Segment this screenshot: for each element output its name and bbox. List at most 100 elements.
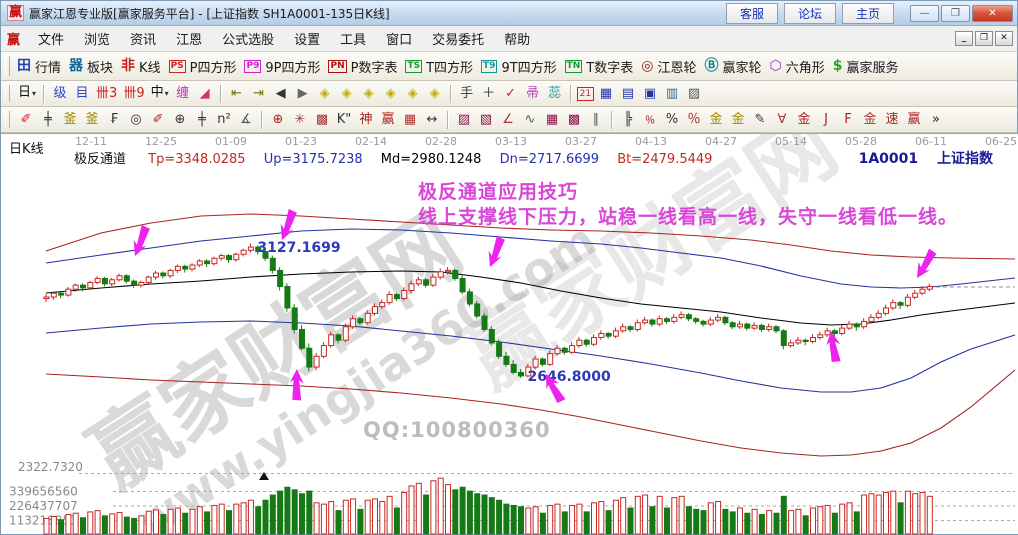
sectors[interactable]: 器板块 — [69, 57, 113, 76]
more-icon[interactable]: » — [932, 111, 940, 127]
menu-item-1[interactable]: 浏览 — [84, 33, 111, 48]
f-comb-icon[interactable]: ₣ — [109, 111, 119, 127]
brush-icon[interactable]: ✎ — [754, 111, 766, 127]
diamond-left-icon[interactable]: ◈ — [319, 85, 330, 101]
ying-fan-icon[interactable]: 赢 — [907, 111, 921, 127]
j-angle-icon[interactable]: J — [824, 111, 828, 127]
bars3-icon[interactable]: 卌3 — [96, 85, 118, 101]
9t-square[interactable]: T9 9T四方形 — [481, 57, 557, 76]
t-square[interactable]: TS T四方形 — [405, 57, 473, 76]
mdi-restore-icon[interactable]: ❐ — [975, 31, 993, 46]
winner-wheel[interactable]: Ⓑ 赢家轮 — [705, 57, 762, 76]
gold-comb2-icon[interactable]: 釜 — [85, 111, 99, 127]
bars9-icon[interactable]: 卌9 — [123, 85, 145, 101]
gold-fan-icon[interactable]: 金 — [863, 111, 877, 127]
notes-icon[interactable]: ▤ — [621, 85, 635, 101]
magic-icon[interactable]: 帚 — [526, 85, 540, 101]
mdi-minimize-icon[interactable]: _ — [955, 31, 973, 46]
angle-lines-icon[interactable]: ∠ — [502, 111, 514, 127]
gold-circle-icon[interactable]: 金 — [709, 111, 723, 127]
calculator-icon[interactable]: ▦ — [599, 85, 613, 101]
menu-item-6[interactable]: 工具 — [340, 33, 367, 48]
grid-icon[interactable]: ▦ — [545, 111, 559, 127]
star-circle-icon[interactable]: ✳ — [294, 111, 306, 127]
a-lines-icon[interactable]: ∀ — [777, 111, 787, 127]
menu-item-8[interactable]: 交易委托 — [432, 33, 485, 48]
hatch-box-icon[interactable]: ▨ — [457, 111, 471, 127]
menu-item-5[interactable]: 设置 — [294, 33, 321, 48]
gold-angle-icon[interactable]: 金 — [797, 111, 811, 127]
spiral-icon[interactable]: ◎ — [130, 111, 142, 127]
hatch-box2-icon[interactable]: ▧ — [479, 111, 493, 127]
gold-line-icon[interactable]: 金 — [731, 111, 745, 127]
forum-button[interactable]: 论坛 — [783, 2, 836, 24]
quotes[interactable]: 田行情 — [17, 57, 61, 76]
diamond-move-icon[interactable]: ◈ — [429, 85, 440, 101]
comb-icon[interactable]: ╪ — [44, 111, 52, 127]
p-table[interactable]: PN P数字表 — [328, 57, 397, 76]
save-icon[interactable]: ▣ — [643, 85, 657, 101]
grid-target-icon[interactable]: ▩ — [315, 111, 329, 127]
gold-comb-icon[interactable]: 釜 — [63, 111, 77, 127]
diamond-hl-icon[interactable]: ◈ — [363, 85, 374, 101]
grid2-icon[interactable]: ▩ — [567, 111, 581, 127]
home-button[interactable]: 主页 — [841, 2, 894, 24]
percent-icon[interactable]: % — [665, 111, 679, 127]
print-icon[interactable]: ▨ — [687, 85, 701, 101]
percent-t-icon[interactable]: ﹪ — [643, 111, 657, 127]
speed-icon[interactable]: 速 — [885, 111, 899, 127]
prev-bar-icon[interactable]: ◀ — [275, 85, 286, 101]
last-bar-icon[interactable]: ⇥ — [253, 85, 265, 101]
chart-pane[interactable]: 赢家财富网 www.yingjia360.com 赢家财富网 12-11 12-2… — [1, 133, 1018, 535]
color-trend-icon[interactable]: ◢ — [199, 85, 210, 101]
pen-check-icon[interactable]: ✓ — [505, 85, 517, 101]
menu-item-3[interactable]: 江恩 — [176, 33, 203, 48]
comb2-icon[interactable]: ╪ — [198, 111, 206, 127]
menu-item-9[interactable]: 帮助 — [504, 33, 531, 48]
p-square[interactable]: PS P四方形 — [168, 57, 236, 76]
first-bar-icon[interactable]: ⇤ — [231, 85, 243, 101]
f-angle-icon[interactable]: F — [844, 111, 852, 127]
hexagon[interactable]: ⬡ 六角形 — [770, 57, 825, 76]
hand-icon[interactable]: 手 — [460, 85, 474, 101]
calendar-icon[interactable]: 21 — [576, 86, 595, 101]
ladder-icon[interactable]: ╠ — [624, 111, 632, 127]
cycle-circle-icon[interactable]: ⊕ — [174, 111, 186, 127]
parallel-icon[interactable]: ∥ — [592, 111, 600, 127]
diamond-star-icon[interactable]: ◈ — [385, 85, 396, 101]
t-table[interactable]: TN T数字表 — [564, 57, 633, 76]
ying-icon[interactable]: 赢 — [381, 111, 395, 127]
clipboard-icon[interactable]: 目 — [75, 85, 89, 101]
diamond-right-icon[interactable]: ◈ — [341, 85, 352, 101]
9p-square[interactable]: P9 9P四方形 — [244, 57, 320, 76]
pen-icon[interactable]: ✐ — [20, 111, 32, 127]
zigzag-icon[interactable]: ∿ — [524, 111, 536, 127]
menu-item-2[interactable]: 资讯 — [130, 33, 157, 48]
next-bar-icon[interactable]: ▶ — [297, 85, 308, 101]
kline-chart[interactable]: 12-11 12-25 01-09 01-23 02-14 02-28 03-13 03-27… — [1, 134, 1018, 535]
compass-icon[interactable]: ⊕ — [272, 111, 284, 127]
menu-item-7[interactable]: 窗口 — [386, 33, 413, 48]
pattern-icon[interactable]: 级 — [53, 85, 67, 101]
mdi-close-icon[interactable]: ✕ — [995, 31, 1013, 46]
chan-icon[interactable]: 缠 — [176, 85, 190, 101]
shen-icon[interactable]: 神 — [359, 111, 373, 127]
grid123-icon[interactable]: ▦ — [403, 111, 417, 127]
pen2-icon[interactable]: ✐ — [152, 111, 164, 127]
restore-icon[interactable]: ❐ — [941, 4, 970, 22]
percent-line-icon[interactable]: ％ — [687, 111, 701, 127]
angle-icon[interactable]: ∡ — [240, 111, 252, 127]
diamond-plus-icon[interactable]: ◈ — [407, 85, 418, 101]
winner-service[interactable]: $ 赢家服务 — [833, 57, 899, 76]
candle-period-icon[interactable]: 日▾ — [18, 85, 37, 100]
pc-icon[interactable]: ▥ — [665, 85, 679, 101]
service-button[interactable]: 客服 — [725, 2, 778, 24]
gann-wheel[interactable]: ◎ 江恩轮 — [641, 57, 696, 76]
close-icon[interactable]: ✕ — [972, 4, 1013, 22]
n2-icon[interactable]: n² — [217, 111, 231, 127]
crosshair-icon[interactable]: ＋ — [482, 85, 496, 101]
brain-icon[interactable]: 蕊 — [548, 85, 562, 101]
kline[interactable]: 非 K线 — [121, 57, 161, 76]
k-quote-icon[interactable]: K" — [336, 111, 352, 127]
menu-item-4[interactable]: 公式选股 — [222, 33, 275, 48]
